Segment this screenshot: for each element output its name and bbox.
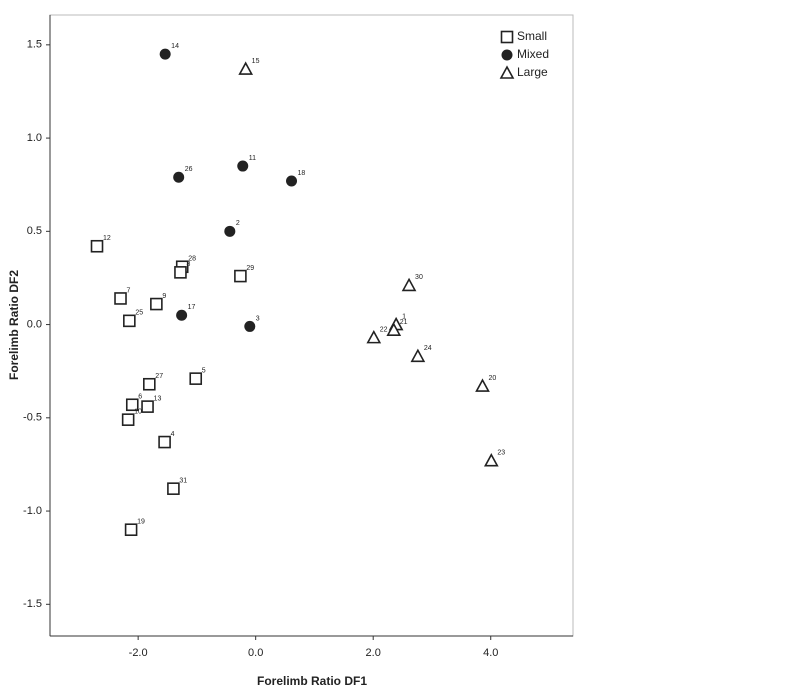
y-tick-label: 1.5 (27, 39, 42, 51)
point (123, 314, 136, 328)
x-tick-label: 4.0 (483, 647, 498, 659)
legend-marker (499, 65, 515, 79)
point (224, 225, 236, 237)
point-label: 30 (415, 274, 423, 281)
point (237, 160, 249, 172)
point (121, 413, 135, 426)
point-label: 31 (179, 478, 187, 485)
y-tick-label: -1.5 (23, 598, 42, 610)
point (483, 453, 499, 467)
point-label: 1 (402, 313, 406, 320)
point (244, 320, 256, 332)
point-label: 11 (249, 155, 256, 162)
point-label: 10 (134, 409, 142, 416)
point-label: 8 (186, 261, 190, 268)
point-label: 15 (252, 58, 260, 65)
point (410, 348, 426, 363)
point-label: 27 (155, 373, 163, 380)
point (286, 175, 298, 187)
point-label: 18 (298, 170, 306, 177)
y-tick-label: 0.0 (27, 318, 42, 330)
point (114, 292, 127, 305)
point-label: 14 (171, 43, 179, 50)
point-label: 29 (246, 265, 254, 272)
legend-label: Mixed (517, 47, 549, 61)
point (386, 322, 402, 336)
legend-marker (500, 30, 514, 44)
point (150, 297, 163, 311)
x-tick-label: -2.0 (129, 647, 148, 659)
point (158, 435, 171, 449)
point-label: 4 (171, 431, 175, 438)
point (173, 171, 185, 183)
legend-label: Small (517, 29, 547, 43)
x-axis-title: Forelimb Ratio DF1 (257, 674, 367, 688)
point-label: 21 (400, 319, 408, 326)
point-label: 25 (135, 310, 143, 317)
point-label: 5 (202, 367, 206, 374)
point (238, 61, 254, 75)
point (159, 48, 171, 60)
y-tick-label: 0.5 (27, 225, 42, 237)
point (141, 400, 154, 413)
point (366, 329, 382, 344)
x-tick-label: 0.0 (248, 647, 263, 659)
point-label: 3 (256, 315, 260, 322)
point (124, 523, 138, 537)
point-label: 22 (380, 326, 388, 333)
point (174, 266, 187, 279)
point (176, 309, 188, 321)
point-label: 28 (188, 256, 196, 263)
point-label: 17 (188, 304, 196, 311)
point-label: 6 (138, 394, 142, 401)
point (189, 372, 203, 385)
point (90, 239, 104, 253)
y-axis-title: Forelimb Ratio DF2 (7, 270, 21, 380)
y-tick-label: -0.5 (23, 412, 42, 424)
legend-label: Large (517, 65, 548, 79)
point (167, 482, 180, 495)
point-label: 23 (497, 450, 505, 457)
point (125, 398, 139, 412)
point-label: 7 (127, 287, 131, 294)
point-label: 19 (137, 519, 145, 526)
point-label: 9 (162, 293, 166, 300)
y-tick-label: 1.0 (27, 132, 42, 144)
x-tick-label: 2.0 (366, 647, 381, 659)
point (143, 377, 156, 391)
point-label: 2 (236, 220, 240, 227)
point-label: 26 (185, 166, 193, 173)
point-label: 24 (424, 345, 432, 352)
point (401, 277, 417, 292)
point-label: 20 (489, 375, 497, 382)
y-tick-label: -1.0 (23, 505, 42, 517)
point-label: 12 (103, 235, 111, 242)
point (234, 269, 247, 283)
point (475, 378, 490, 392)
point-label: 13 (154, 395, 162, 402)
legend-marker (501, 49, 513, 61)
